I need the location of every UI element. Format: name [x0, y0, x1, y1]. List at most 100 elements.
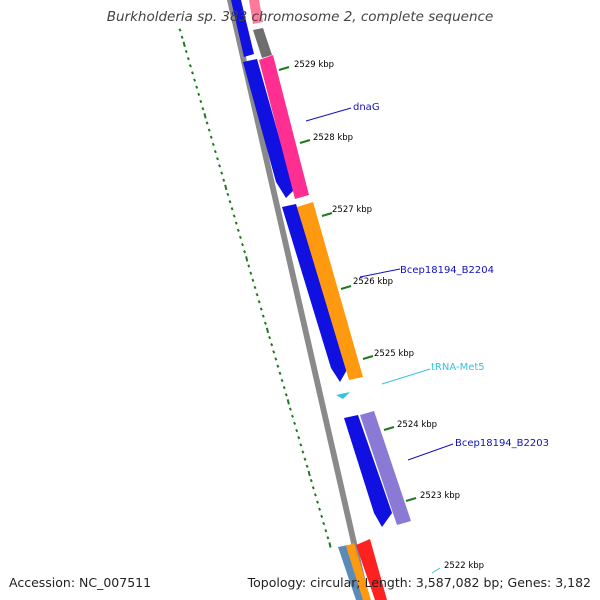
tick-mark [280, 378, 284, 383]
kbp-label-2527: 2527 kbp [332, 205, 372, 215]
tick-mark [282, 385, 286, 390]
tick-mark [209, 135, 213, 139]
tick-mark [309, 478, 313, 483]
tick-mark [241, 242, 244, 247]
tick-column [178, 28, 332, 548]
tick-mark [199, 99, 203, 104]
tick-mark [320, 514, 324, 519]
tick-mark [265, 327, 270, 334]
tick-mark [205, 121, 209, 125]
kbp-label-2526: 2526 kbp [353, 277, 393, 287]
tick-mark [318, 507, 322, 511]
tick-mark [326, 536, 330, 540]
gene-label-b2204[interactable]: Bcep18194_B2204 [400, 265, 494, 276]
tick-mark [268, 335, 272, 340]
accession-text: Accession: NC_007511 [9, 575, 152, 590]
tick-mark [257, 300, 261, 304]
backbone [227, 0, 370, 600]
tick-mark [188, 64, 192, 68]
tick-mark [313, 493, 317, 497]
tick-mark [259, 307, 263, 311]
feature-forward-top-gray [253, 28, 272, 58]
kbp-label-2529: 2529 kbp [294, 60, 334, 70]
tick-mark [299, 443, 303, 447]
tick-mark [288, 407, 292, 411]
tick-mark [274, 357, 278, 361]
tick-mark [311, 486, 315, 490]
tick-mark [324, 529, 328, 533]
tick-mark [228, 200, 232, 204]
tick-mark [295, 428, 299, 433]
tick-mark [218, 164, 222, 168]
kbp-label-2528: 2528 kbp [313, 133, 353, 143]
kbp-label-2522: 2522 kbp [444, 561, 484, 571]
tick-mark [249, 271, 253, 275]
feature-bottom-red [356, 539, 387, 600]
tick-mark [232, 214, 236, 218]
leader-lines [305, 107, 454, 574]
tick-mark [301, 450, 305, 454]
tick-mark [213, 149, 217, 154]
tick-mark [284, 393, 288, 397]
tick-mark [243, 250, 247, 254]
tick-mark [207, 128, 211, 132]
tick-mark [211, 142, 215, 147]
tick-mark [222, 178, 226, 182]
tick-mark [197, 92, 201, 97]
b2204-feature [297, 202, 363, 380]
tick-mark [203, 113, 207, 119]
gene-label-b2203[interactable]: Bcep18194_B2203 [455, 438, 549, 449]
tick-mark [328, 542, 332, 548]
tick-mark [272, 350, 276, 354]
tick-mark [307, 470, 311, 477]
kbp-label-2524: 2524 kbp [397, 420, 437, 430]
tick-mark [195, 85, 199, 89]
tick-mark [226, 192, 230, 197]
tick-mark [305, 464, 309, 468]
b2203-feature [360, 411, 411, 525]
gene-label-dnaG[interactable]: dnaG [353, 102, 380, 113]
gene-label-trna-met5[interactable]: tRNA-Met5 [431, 362, 485, 373]
tick-mark [278, 371, 282, 375]
tick-mark [253, 285, 257, 290]
tick-mark [201, 107, 205, 111]
tick-mark [236, 228, 240, 232]
feature-reverse-top [231, 0, 254, 57]
tick-mark [276, 364, 280, 368]
tick-mark [180, 35, 184, 39]
feature-reverse-b2203-region [344, 415, 392, 527]
tick-mark [245, 256, 249, 262]
tick-mark [255, 293, 259, 297]
tick-mark [316, 500, 319, 504]
tick-mark [261, 314, 265, 318]
tick-mark [247, 264, 251, 268]
feature-forward-top-pink [249, 0, 263, 24]
tick-mark [286, 399, 290, 405]
scale-ticks [278, 66, 417, 502]
tick-mark [322, 521, 326, 526]
tick-mark [186, 56, 190, 61]
trna-feature [336, 392, 350, 399]
feature-reverse-dnaG-region [243, 59, 294, 198]
map-title: Burkholderia sp. 383 chromosome 2, compl… [106, 9, 494, 25]
feature-bottom-orange [346, 543, 371, 600]
tick-mark [251, 278, 255, 282]
dnaG-feature [259, 55, 309, 199]
tick-mark [184, 49, 188, 54]
tick-mark [303, 457, 307, 461]
kbp-label-2525: 2525 kbp [374, 349, 414, 359]
tick-mark [224, 184, 228, 191]
feature-reverse-b2204-region [282, 204, 348, 382]
kbp-label-2523: 2523 kbp [420, 491, 460, 501]
tick-mark [291, 414, 294, 418]
tick-mark [193, 78, 197, 82]
tick-mark [230, 207, 234, 211]
tick-mark [191, 71, 194, 75]
tick-mark [270, 343, 274, 347]
topology-length-genes-text: Topology: circular; Length: 3,587,082 bp… [247, 575, 591, 590]
tick-mark [220, 171, 224, 175]
tick-mark [234, 221, 238, 225]
tick-mark [216, 157, 219, 161]
